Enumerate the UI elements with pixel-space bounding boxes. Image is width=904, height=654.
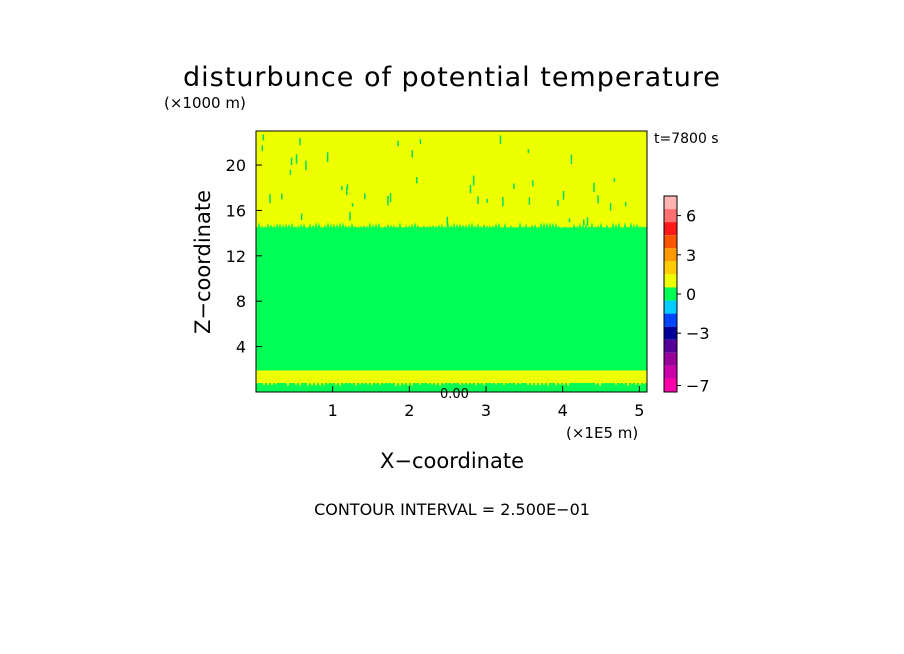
cloud-streak — [419, 139, 422, 144]
y-tick-label: 16 — [226, 201, 246, 220]
cloud-streak — [397, 140, 399, 147]
y-axis-label: Z−coordinate — [191, 190, 215, 334]
cloud-streak — [269, 193, 271, 204]
y-tick-label: 12 — [226, 247, 246, 266]
cloud-streak — [568, 218, 571, 223]
upper-boundary-spikes — [256, 221, 648, 231]
colorbar-label: −3 — [686, 324, 710, 343]
colorbar-swatch — [664, 248, 677, 262]
contour-layer-1 — [256, 370, 647, 383]
cloud-streak — [351, 203, 354, 207]
x-tick-label: 1 — [328, 401, 338, 420]
colorbar-swatch — [664, 235, 677, 249]
y-tick-label: 4 — [236, 338, 246, 357]
lower-boundary-spikes — [256, 380, 647, 387]
cloud-streak — [389, 193, 392, 203]
cloud-streak — [570, 154, 573, 165]
colorbar-labels: 6 3 0 −3 −7 — [677, 207, 710, 395]
inner-label: 0.00 — [440, 387, 469, 402]
cloud-streak — [477, 196, 479, 205]
colorbar-label: 3 — [686, 246, 696, 265]
x-tick-label: 2 — [404, 401, 414, 420]
contour-layers — [256, 131, 647, 392]
layer-spikes — [256, 134, 648, 387]
plot-area — [255, 130, 648, 393]
x-tick-label: 5 — [634, 401, 644, 420]
colorbar-swatch — [664, 261, 677, 275]
cloud-streak — [346, 184, 349, 189]
y-ticks: 4 8 12 16 20 — [226, 156, 262, 357]
cloud-streak — [261, 145, 264, 152]
colorbar-swatch — [664, 339, 677, 353]
colorbar-swatch — [664, 365, 677, 379]
colorbar-swatch — [664, 196, 677, 210]
colorbar-swatch — [664, 313, 677, 327]
colorbar-swatch — [664, 378, 677, 392]
cloud-streak — [513, 183, 515, 189]
contour-layer-3 — [256, 131, 647, 228]
colorbar-swatch — [664, 326, 677, 340]
x-tick-label: 4 — [558, 401, 568, 420]
x-ticks: 1 2 3 4 5 — [328, 386, 644, 420]
cloud-streak — [289, 169, 292, 175]
cloud-streak — [502, 197, 504, 207]
cloud-streak — [528, 197, 531, 205]
cloud-streak — [562, 191, 565, 200]
cloud-streak — [532, 180, 534, 187]
y-axis-unit: (×1000 m) — [164, 94, 246, 112]
cloud-streak — [586, 217, 589, 226]
cloud-streak — [624, 202, 627, 207]
colorbar-swatch — [664, 352, 677, 366]
cloud-streak — [446, 216, 449, 227]
cloud-streak — [281, 193, 283, 200]
colorbar-label: −7 — [686, 376, 710, 395]
plot-frame — [255, 130, 648, 393]
time-label: t=7800 s — [654, 131, 719, 147]
cloud-streak — [262, 134, 265, 141]
cloud-streak — [527, 149, 530, 153]
cloud-streak — [613, 177, 616, 182]
colorbar-swatch — [664, 274, 677, 288]
cloud-streak — [593, 182, 595, 192]
cloud-streak — [411, 150, 414, 158]
cloud-streak — [299, 137, 301, 146]
cloud-streak — [416, 176, 418, 184]
colorbar-swatch — [664, 300, 677, 314]
cloud-streak — [469, 184, 472, 194]
colorbar-label: 0 — [686, 285, 696, 304]
cloud-streak — [557, 200, 559, 207]
colorbar-label: 6 — [686, 207, 696, 226]
cloud-streak — [305, 160, 307, 171]
colorbar-swatch — [664, 287, 677, 301]
cloud-streak — [349, 211, 351, 221]
cloud-streak — [345, 187, 348, 196]
cloud-streak — [597, 195, 599, 204]
colorbar — [663, 195, 678, 393]
x-axis-unit: (×1E5 m) — [566, 424, 638, 442]
cloud-streak — [486, 198, 488, 203]
cloud-streak — [290, 157, 293, 166]
x-tick-label: 3 — [481, 401, 491, 420]
contour-interval: CONTOUR INTERVAL = 2.500E−01 — [314, 500, 590, 519]
cloud-streak — [364, 193, 366, 200]
cloud-streak — [387, 195, 389, 206]
colorbar-swatch — [664, 222, 677, 236]
cloud-streak — [341, 186, 343, 191]
colorbar-swatch — [664, 209, 677, 223]
cloud-streak — [499, 135, 502, 145]
y-tick-label: 20 — [226, 156, 246, 175]
x-axis-label: X−coordinate — [380, 449, 524, 473]
contour-layer-2 — [256, 227, 647, 371]
cloud-streak — [472, 175, 475, 186]
contour-layer-0 — [256, 382, 647, 392]
cloud-streak — [609, 203, 612, 211]
cloud-streak — [583, 219, 585, 226]
y-tick-label: 8 — [236, 292, 246, 311]
cloud-streak — [326, 152, 329, 162]
cloud-streak — [300, 213, 303, 220]
chart-title: disturbunce of potential temperature — [183, 62, 721, 93]
cloud-streak — [295, 154, 298, 164]
